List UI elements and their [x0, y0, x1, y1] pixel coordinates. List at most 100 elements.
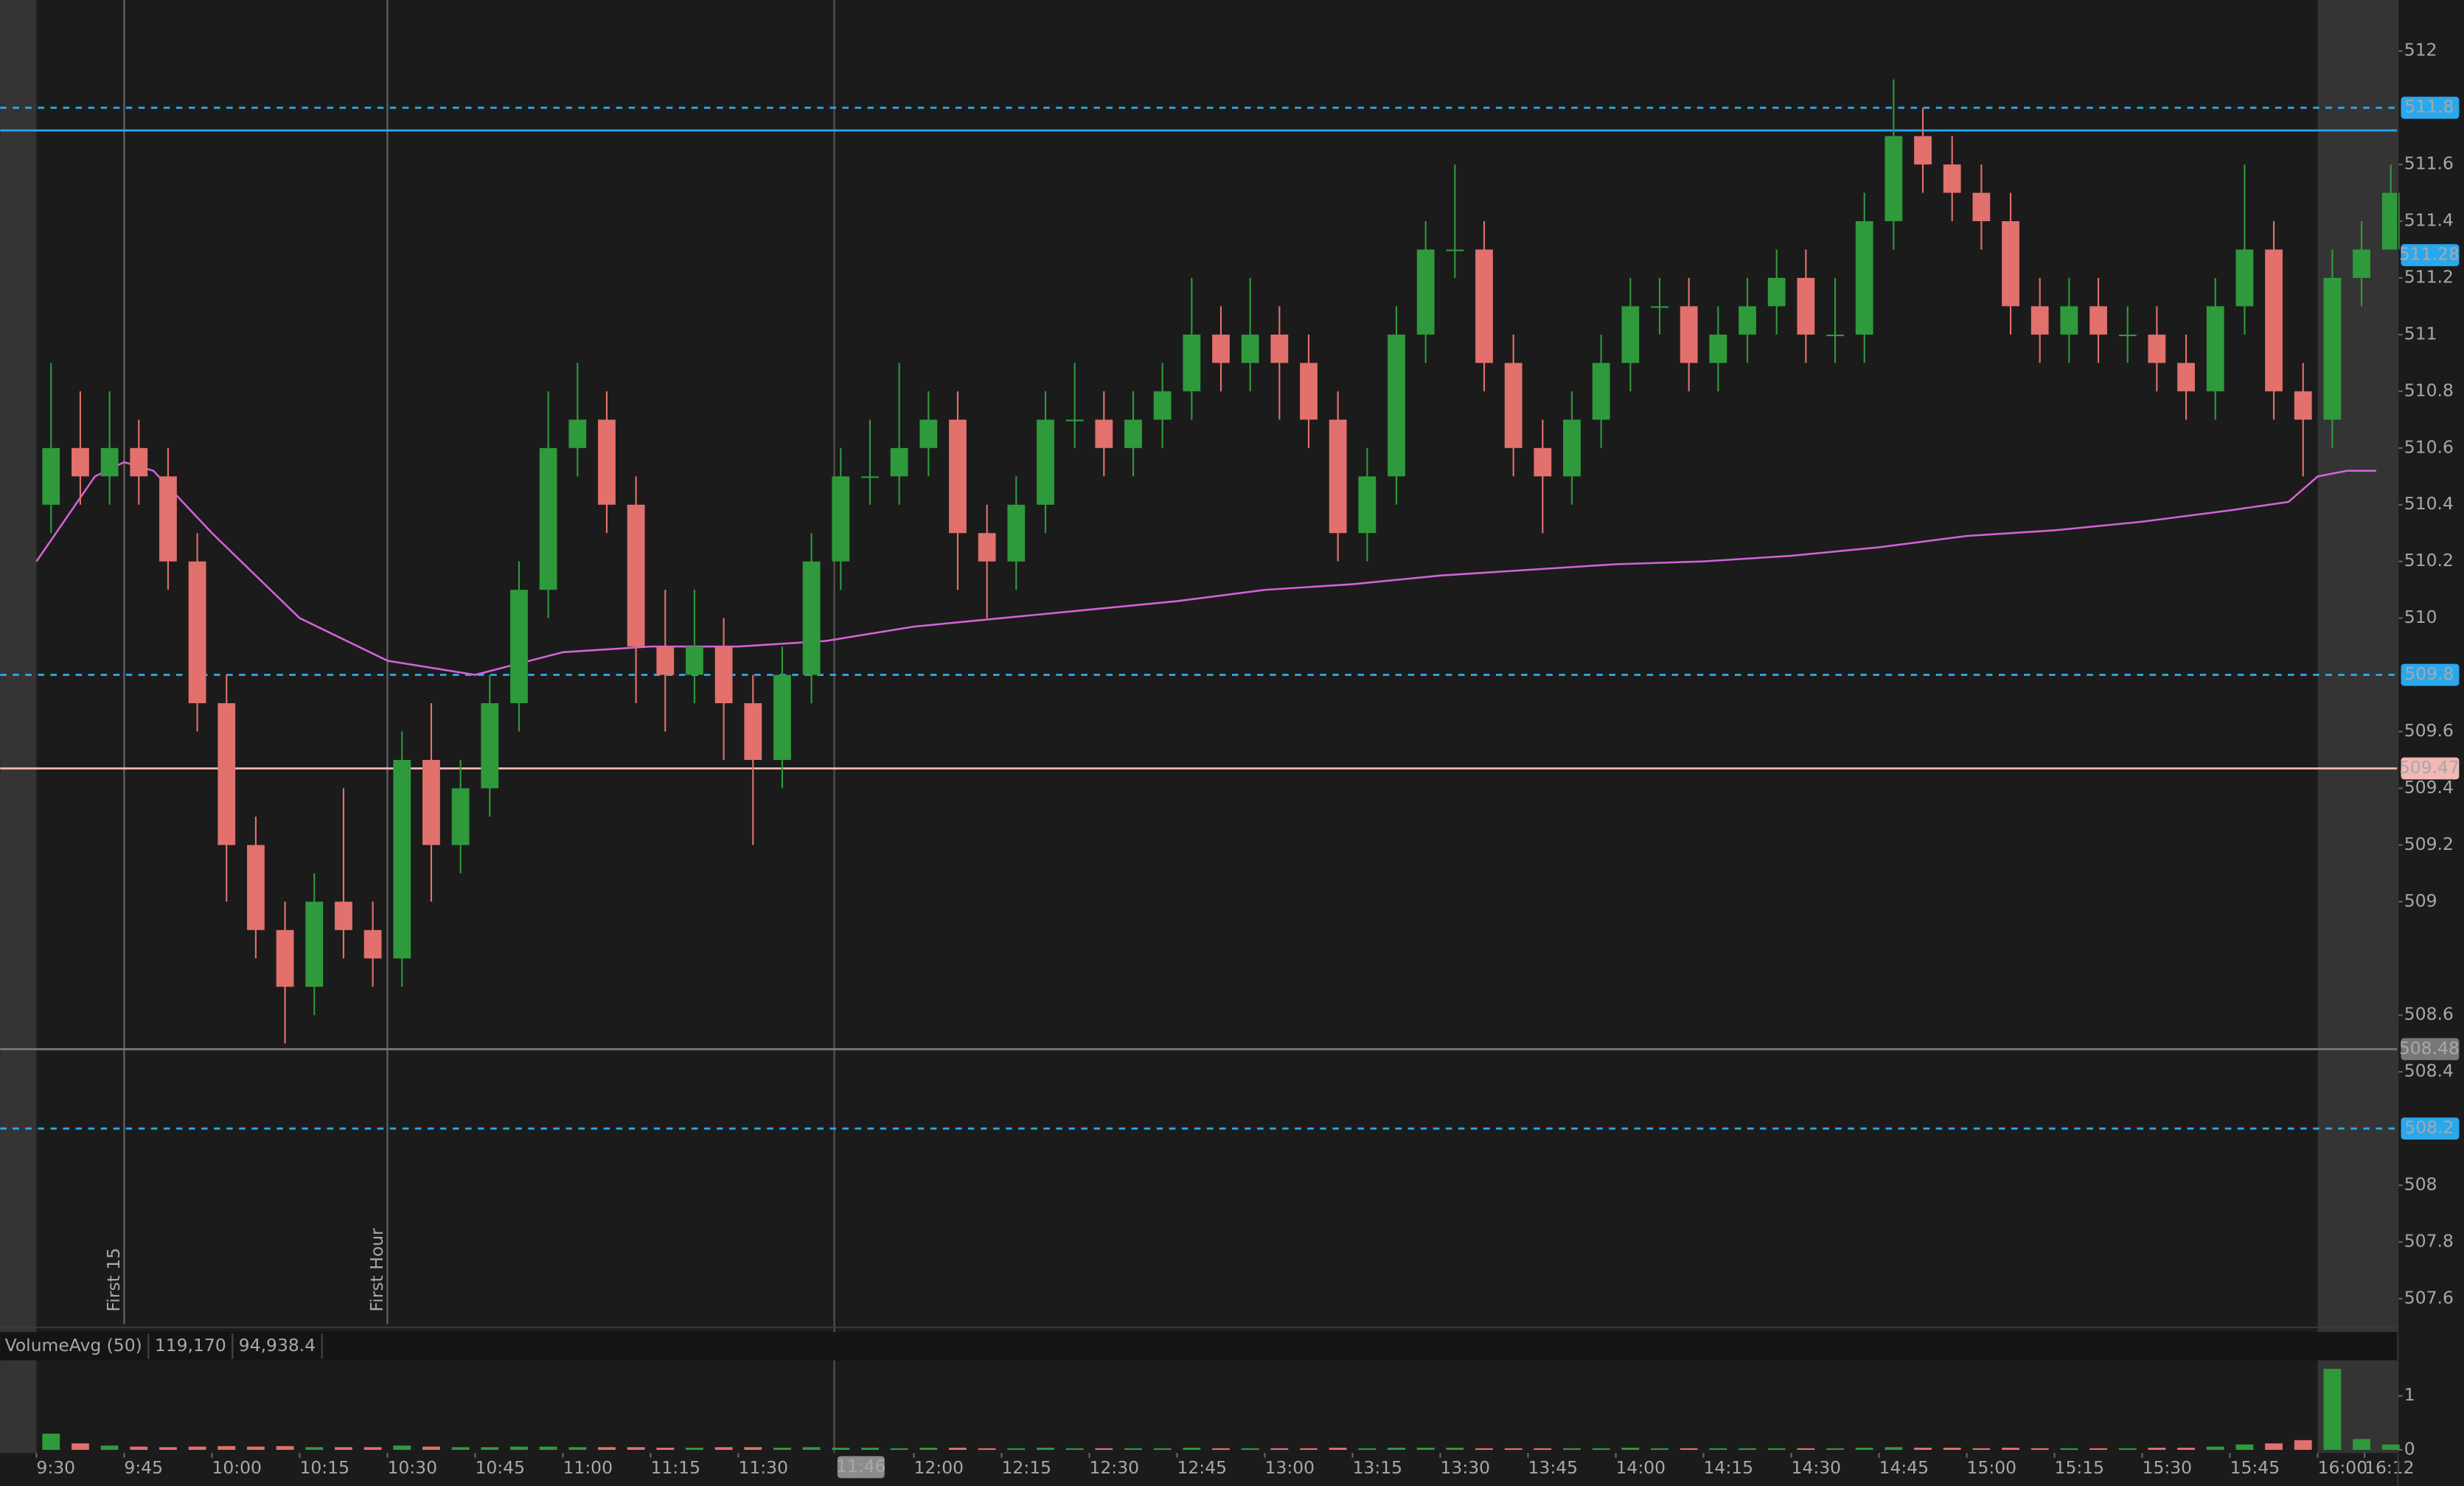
volume-bar	[1563, 1448, 1581, 1450]
candle-body	[2381, 192, 2400, 250]
price-marker-label: 511.8	[2404, 97, 2454, 117]
candle-body	[2148, 334, 2166, 363]
price-marker-label: 511.28	[2399, 244, 2460, 265]
x-tick-label: 9:30	[36, 1457, 75, 1478]
candle-body	[72, 447, 89, 477]
candle-body	[2294, 391, 2312, 420]
volume-bar	[2381, 1444, 2400, 1450]
candle-body	[1270, 334, 1289, 363]
candle-body	[481, 703, 499, 789]
price-marker-label: 508.2	[2404, 1117, 2454, 1138]
volume-bar	[1007, 1448, 1026, 1450]
volume-bar	[978, 1448, 996, 1450]
volume-bar	[335, 1447, 352, 1450]
candle-body	[1709, 334, 1727, 363]
volume-bar	[773, 1448, 791, 1450]
volume-bar	[1739, 1448, 1756, 1450]
candle-body	[1680, 306, 1698, 363]
volume-bar	[1153, 1448, 1172, 1450]
x-tick-label: 14:45	[1879, 1457, 1929, 1478]
price-marker-box	[2401, 1038, 2460, 1061]
candle-body	[2265, 249, 2283, 391]
y-tick-label: 512	[2404, 40, 2437, 60]
y-tick-label: 507.6	[2404, 1287, 2454, 1308]
volume-bar	[276, 1445, 294, 1450]
y-tick-label: 510.8	[2404, 380, 2454, 400]
candle-body	[2118, 334, 2137, 337]
volume-bar	[1534, 1448, 1552, 1450]
volume-bar	[1797, 1448, 1815, 1450]
y-tick-label: 508.4	[2404, 1061, 2454, 1081]
volume-bar	[305, 1447, 324, 1450]
x-tick-label: 13:00	[1265, 1457, 1315, 1478]
volume-bar	[42, 1434, 60, 1450]
volume-bar	[1270, 1448, 1289, 1450]
candle-body	[422, 759, 440, 845]
volume-bar	[1358, 1448, 1377, 1450]
volume-bar	[1416, 1448, 1435, 1450]
annotation-label: First 15	[103, 1248, 124, 1312]
volume-bar	[2060, 1448, 2078, 1450]
candle-body	[1095, 419, 1113, 448]
volume-bar	[422, 1446, 440, 1450]
candle-body	[1037, 419, 1054, 505]
candle-body	[1504, 363, 1522, 448]
candle-body	[276, 929, 294, 987]
x-tick-label: 15:15	[2055, 1457, 2105, 1478]
candle-body	[217, 703, 236, 845]
y-tick-label: 509.6	[2404, 720, 2454, 741]
candle-body	[1241, 334, 1259, 363]
cursor-label: 11:46	[836, 1456, 886, 1476]
y-tick-label: 510.4	[2404, 493, 2454, 514]
candle-body	[2353, 249, 2370, 278]
volume-bar	[2148, 1448, 2166, 1450]
candle-body	[2235, 249, 2254, 307]
candle-body	[1914, 136, 1932, 165]
y-tick-label: 511.6	[2404, 153, 2454, 174]
candle-body	[1124, 419, 1142, 448]
candle-body	[656, 646, 675, 675]
volume-bar	[1329, 1448, 1347, 1450]
x-tick-label: 9:45	[124, 1457, 163, 1478]
x-tick-label: 15:00	[1967, 1457, 2017, 1478]
candle-body	[1563, 419, 1581, 477]
y-tick-label: 507.8	[2404, 1230, 2454, 1251]
volume-bar	[1212, 1448, 1230, 1450]
candle-body	[1972, 192, 1991, 222]
y-tick-label: 510.2	[2404, 550, 2454, 571]
volume-bar	[686, 1448, 703, 1450]
price-marker-label: 509.8	[2404, 663, 2454, 684]
price-marker-box	[2401, 757, 2460, 780]
volume-bar	[1884, 1447, 1903, 1450]
volume-bar	[130, 1446, 148, 1450]
moving-average	[35, 461, 2376, 676]
volume-header	[0, 1332, 2398, 1361]
annotation-label: First Hour	[366, 1228, 387, 1312]
candle-body	[305, 901, 324, 987]
x-tick-label: 16:12	[2364, 1457, 2415, 1478]
volume-bar	[1095, 1448, 1113, 1450]
volume-bar	[1475, 1448, 1493, 1450]
x-tick-label: 15:45	[2230, 1457, 2280, 1478]
candle-body	[2206, 306, 2224, 391]
study-name: VolumeAvg (50)	[5, 1335, 142, 1356]
volume-bar	[1914, 1448, 1932, 1450]
volume-bar	[627, 1447, 645, 1450]
volume-bar	[2235, 1444, 2254, 1450]
volume-bar	[598, 1447, 616, 1450]
candle-body	[393, 759, 411, 959]
candle-body	[2089, 306, 2107, 335]
x-tick-label: 15:30	[2143, 1457, 2193, 1478]
volume-bar	[949, 1448, 967, 1450]
candle-body	[890, 447, 908, 477]
candle-body	[363, 929, 382, 959]
y-tick-label: 510	[2404, 607, 2437, 627]
candle-body	[1475, 249, 1493, 363]
x-tick-label: 14:30	[1792, 1457, 1842, 1478]
volume-bar	[2294, 1440, 2312, 1450]
volume-bar	[2118, 1448, 2137, 1450]
volume-bar	[1972, 1448, 1991, 1450]
price-marker-box	[2401, 1117, 2460, 1140]
volume-bar	[217, 1445, 236, 1450]
